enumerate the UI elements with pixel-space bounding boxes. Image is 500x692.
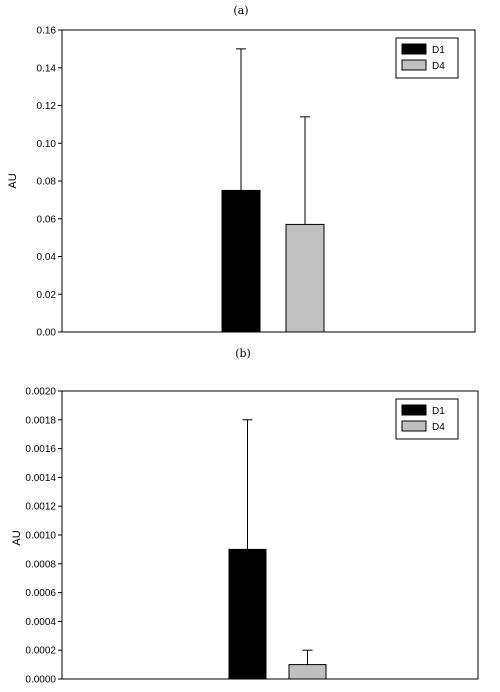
legend-label-d4: D4 [432, 61, 445, 72]
bars-a [221, 48, 325, 333]
y-tick-label: 0.0016 [25, 444, 56, 455]
y-tick-label: 0.00 [37, 328, 57, 339]
y-ticks-b: 0.0000 0.0002 0.0004 0.0006 0.0008 0.0010 0.00… [25, 387, 62, 686]
legend-box [395, 398, 459, 440]
legend-swatch-d4 [401, 59, 427, 71]
bars-b [228, 419, 327, 680]
y-tick-label: 0.0002 [25, 646, 56, 657]
y-tick-label: 0.0020 [25, 387, 56, 398]
y-tick-label: 0.08 [37, 177, 57, 188]
y-ticks-a: 0.00 0.02 0.04 0.06 0.08 0.10 0.12 0.14 0.16 [37, 26, 62, 339]
y-tick-label: 0.06 [37, 214, 57, 225]
legend-swatch-d1 [401, 404, 427, 416]
y-tick-label: 0.14 [37, 63, 57, 74]
legend-label-d1: D1 [432, 45, 445, 56]
y-tick-label: 0.0004 [25, 617, 56, 628]
y-tick-label: 0.16 [37, 26, 57, 37]
y-tick-label: 0.0010 [25, 531, 56, 542]
y-tick-label: 0.0008 [25, 559, 56, 570]
chart-panel-b: (b) AU 0.00000.00020.00040.00060.00080.0… [11, 347, 479, 686]
y-tick-label: 0.0014 [25, 473, 56, 484]
legend-label-d4: D4 [432, 422, 445, 433]
y-tick-label: 0.12 [37, 101, 57, 112]
panel-label-b: (b) [235, 347, 251, 360]
legend-swatch-d1 [401, 43, 427, 55]
y-tick-label: 0.10 [37, 139, 57, 150]
y-tick-label: 0.04 [37, 252, 57, 263]
chart-panel-a: (a) AU 0.000.020.040.060.080.100.120.140… [7, 4, 476, 339]
y-tick-label: 0.0018 [25, 415, 56, 426]
y-tick-label: 0.0006 [25, 588, 56, 599]
y-tick-label: 0.0012 [25, 502, 56, 513]
bar-d1 [221, 189, 261, 333]
panel-label-a: (a) [233, 4, 248, 17]
y-axis-label-a: AU [7, 173, 19, 188]
bar-d4 [288, 664, 327, 680]
bar-d1 [228, 548, 267, 680]
legend-label-d1: D1 [432, 406, 445, 417]
y-tick-label: 0.02 [37, 290, 57, 301]
legend-swatch-d4 [401, 420, 427, 432]
bar-d4 [285, 223, 325, 333]
y-tick-label: 0.0000 [25, 675, 56, 686]
y-axis-label-b: AU [11, 530, 23, 545]
